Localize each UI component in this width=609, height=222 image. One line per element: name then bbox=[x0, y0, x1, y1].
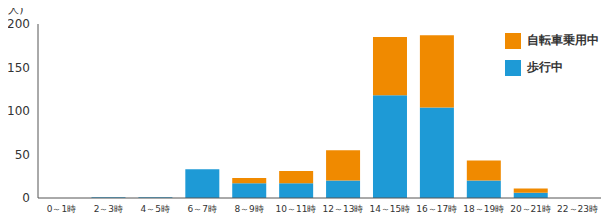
svg-text:8～9時: 8～9時 bbox=[234, 204, 263, 214]
html-text:(人): (人) bbox=[4, 3, 24, 16]
svg-text:200: 200 bbox=[8, 17, 30, 31]
html-text:歩行中: 歩行中 bbox=[527, 60, 563, 74]
svg-text:100: 100 bbox=[8, 104, 30, 118]
svg-text:10～11時: 10～11時 bbox=[276, 204, 317, 214]
svg-text:16～17時: 16～17時 bbox=[416, 204, 457, 214]
svg-text:18～19時: 18～19時 bbox=[463, 204, 504, 214]
svg-text:4～5時: 4～5時 bbox=[141, 204, 170, 214]
svg-text:50: 50 bbox=[15, 148, 30, 162]
svg-text:0: 0 bbox=[22, 191, 30, 205]
svg-text:150: 150 bbox=[8, 61, 30, 75]
svg-text:6～7時: 6～7時 bbox=[187, 204, 216, 214]
html-text:自転車乗用中: 自転車乗用中 bbox=[527, 33, 599, 47]
svg-text:2～3時: 2～3時 bbox=[94, 204, 123, 214]
svg-text:0～1時: 0～1時 bbox=[47, 204, 76, 214]
svg-text:12～13時: 12～13時 bbox=[323, 204, 364, 214]
svg-text:22～23時: 22～23時 bbox=[557, 204, 598, 214]
svg-text:14～15時: 14～15時 bbox=[369, 204, 410, 214]
svg-text:20～21時: 20～21時 bbox=[510, 204, 551, 214]
